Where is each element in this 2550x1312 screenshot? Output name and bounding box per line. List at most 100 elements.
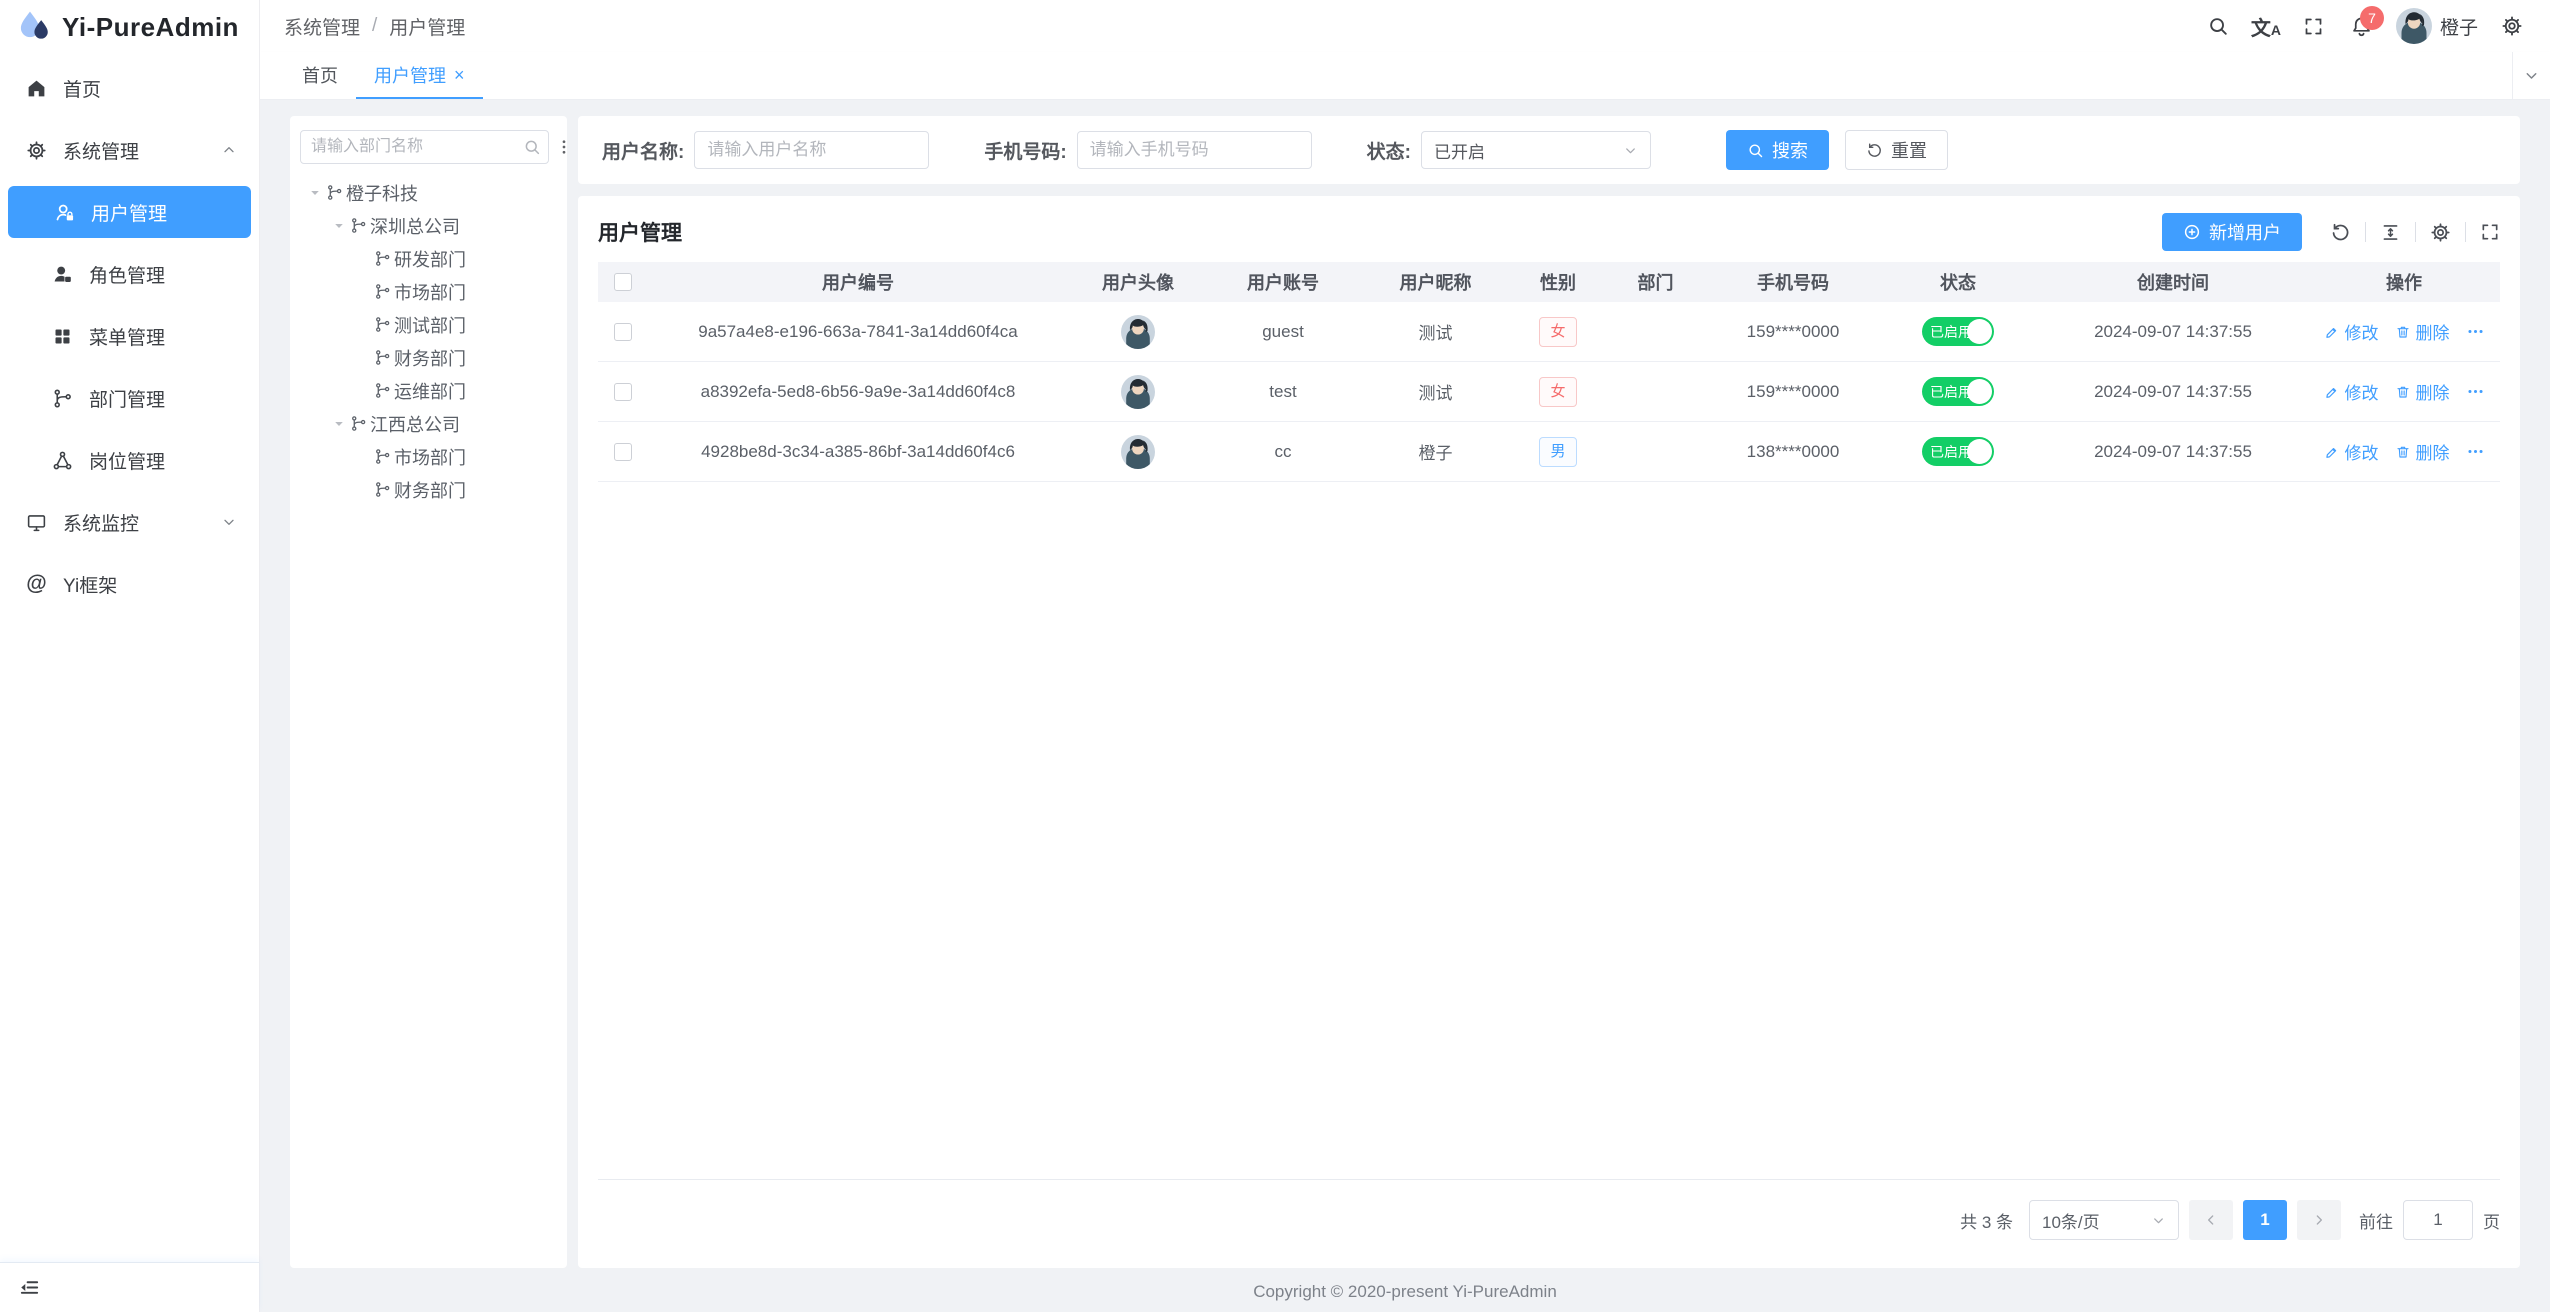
status-toggle[interactable]: 已启用 (1922, 377, 1994, 406)
tab-options-dropdown[interactable] (2512, 52, 2550, 99)
row-checkbox[interactable] (614, 382, 632, 401)
table-fullscreen-button[interactable] (2480, 222, 2500, 242)
prev-page-button[interactable] (2189, 1200, 2233, 1240)
tree-node[interactable]: 江西总公司 (300, 407, 557, 440)
tree-node[interactable]: 市场部门 (300, 440, 557, 473)
page-size-select[interactable]: 10条/页 (2029, 1200, 2179, 1240)
sidebar-item-home[interactable]: 首页 (0, 62, 259, 114)
more-actions-button[interactable] (2466, 442, 2485, 461)
tag-view-bar: 首页 用户管理 × (260, 52, 2550, 100)
search-button[interactable]: 搜索 (1725, 130, 1829, 170)
dept-search-input[interactable] (300, 130, 549, 164)
sex-tag: 女 (1539, 376, 1577, 407)
tab-user-management[interactable]: 用户管理 × (356, 52, 483, 99)
row-checkbox[interactable] (614, 442, 632, 461)
more-actions-button[interactable] (2466, 382, 2485, 401)
sidebar-item-label: 系统监控 (63, 513, 140, 535)
reset-button[interactable]: 重置 (1844, 130, 1948, 170)
refresh-table-button[interactable] (2330, 222, 2351, 243)
phone-cell: 159****0000 (1746, 381, 1840, 401)
user-account-cell: guest (1262, 321, 1304, 341)
dept-tree-icon (326, 184, 343, 201)
app-logo[interactable]: Yi-PureAdmin (0, 0, 259, 54)
column-header: 用户账号 (1247, 273, 1319, 293)
column-settings-button[interactable] (2430, 222, 2451, 243)
row-density-button[interactable] (2380, 222, 2401, 243)
caret-down-icon[interactable] (328, 219, 350, 233)
user-nickname-cell: 橙子 (1418, 444, 1453, 463)
tree-node[interactable]: 运维部门 (300, 374, 557, 407)
pencil-icon (2324, 444, 2340, 460)
more-vertical-icon (555, 138, 573, 156)
trash-icon (2395, 384, 2411, 400)
tabs: 首页 用户管理 × (260, 52, 483, 99)
sidebar: Yi-PureAdmin 首页 系统管理 用户管理 角色管理 菜单 (0, 0, 260, 1312)
user-account-cell: test (1269, 381, 1297, 401)
phone-filter-input[interactable] (1076, 131, 1312, 169)
translate-icon-secondary: A (2270, 22, 2282, 38)
pencil-icon (2324, 324, 2340, 340)
delete-user-button[interactable]: 删除 (2395, 439, 2450, 464)
delete-user-button[interactable]: 删除 (2395, 379, 2450, 404)
user-avatar (1121, 435, 1155, 469)
tree-node[interactable]: 测试部门 (300, 308, 557, 341)
status-toggle-label: 已启用 (1930, 443, 1972, 460)
sidebar-item-role-management[interactable]: 角色管理 (0, 248, 259, 300)
dept-tree-icon (374, 316, 391, 333)
sidebar-item-user-management[interactable]: 用户管理 (8, 186, 251, 238)
user-account-cell: cc (1274, 441, 1292, 461)
next-page-button[interactable] (2297, 1200, 2341, 1240)
breadcrumb-item[interactable]: 系统管理 (284, 17, 361, 39)
collapse-sidebar-icon[interactable] (18, 1276, 41, 1299)
username-filter-input[interactable] (694, 131, 930, 169)
sidebar-item-post-management[interactable]: 岗位管理 (0, 434, 259, 486)
status-filter-select[interactable]: 已开启 (1420, 131, 1651, 169)
close-tab-icon[interactable]: × (454, 64, 465, 85)
tree-node[interactable]: 橙子科技 (300, 176, 557, 209)
select-all-checkbox[interactable] (614, 273, 632, 291)
notification-button[interactable]: 7 (2338, 0, 2386, 52)
toggle-knob (1967, 319, 1992, 344)
sidebar-item-system-monitor[interactable]: 系统监控 (0, 496, 259, 548)
fullscreen-button[interactable] (2290, 0, 2338, 52)
edit-user-button[interactable]: 修改 (2324, 379, 2379, 404)
tree-node[interactable]: 研发部门 (300, 242, 557, 275)
dept-tree-icon (350, 415, 367, 432)
sidebar-item-system-management[interactable]: 系统管理 (0, 124, 259, 176)
user-menu[interactable]: 橙子 (2386, 8, 2488, 44)
tree-node[interactable]: 财务部门 (300, 341, 557, 374)
edit-user-button[interactable]: 修改 (2324, 319, 2379, 344)
goto-page-input[interactable] (2403, 1200, 2473, 1240)
sidebar-item-menu-management[interactable]: 菜单管理 (0, 310, 259, 362)
row-checkbox[interactable] (614, 322, 632, 341)
user-avatar (1121, 315, 1155, 349)
sidebar-item-yi-framework[interactable]: @ Yi框架 (0, 558, 259, 610)
tree-node[interactable]: 财务部门 (300, 473, 557, 506)
translate-icon: 文 (2250, 17, 2271, 40)
global-search-button[interactable] (2194, 0, 2242, 52)
status-toggle[interactable]: 已启用 (1922, 437, 1994, 466)
tab-label: 用户管理 (374, 65, 446, 86)
sidebar-item-dept-management[interactable]: 部门管理 (0, 372, 259, 424)
edit-label: 修改 (2344, 324, 2379, 343)
table-empty-area (598, 482, 2500, 1180)
edit-user-button[interactable]: 修改 (2324, 439, 2379, 464)
delete-label: 删除 (2415, 384, 2450, 403)
add-user-button[interactable]: 新增用户 (2162, 213, 2302, 251)
caret-down-icon[interactable] (328, 417, 350, 431)
delete-user-button[interactable]: 删除 (2395, 319, 2450, 344)
sidebar-item-label: 部门管理 (89, 389, 166, 411)
right-column: 用户名称: 手机号码: 状态: 已开启 搜索 (578, 116, 2520, 1268)
caret-down-icon[interactable] (304, 186, 326, 200)
tree-more-button[interactable] (555, 138, 573, 156)
tree-node[interactable]: 市场部门 (300, 275, 557, 308)
settings-button[interactable] (2488, 0, 2536, 52)
page-number-current[interactable]: 1 (2243, 1200, 2287, 1240)
search-icon (1747, 142, 1764, 159)
tab-home[interactable]: 首页 (284, 52, 356, 99)
tree-node[interactable]: 深圳总公司 (300, 209, 557, 242)
more-actions-button[interactable] (2466, 322, 2485, 341)
copyright-text: Copyright © 2020-present Yi-PureAdmin (1253, 1282, 1557, 1301)
status-toggle[interactable]: 已启用 (1922, 317, 1994, 346)
